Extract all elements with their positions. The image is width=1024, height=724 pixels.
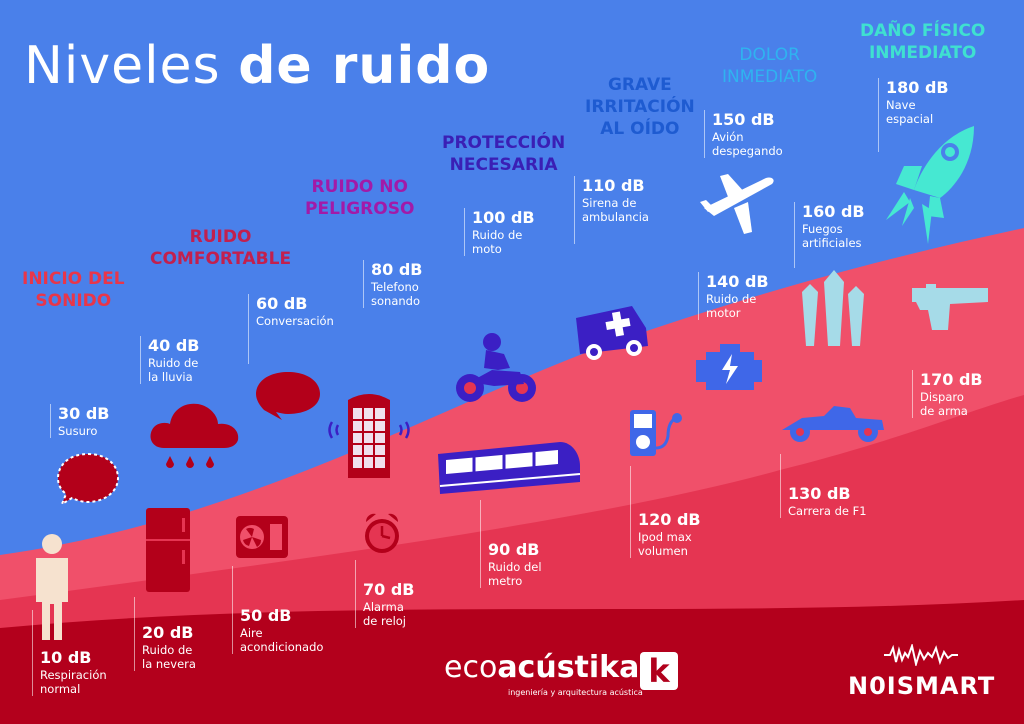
- rain-cloud-icon: [150, 403, 239, 468]
- level-160db: 160 dB Fuegos artificiales: [794, 202, 865, 268]
- whisper-bubble-icon: [56, 452, 120, 507]
- category-ruido-comfortable: RUIDO COMFORTABLE: [150, 227, 292, 269]
- ecoacustika-k-logo: k: [640, 652, 678, 690]
- level-20db: 20 dB Ruido de la nevera: [134, 597, 196, 671]
- level-140db: 140 dB Ruido de motor: [698, 272, 769, 320]
- fireworks-icon: [802, 270, 864, 346]
- ipod-icon: [630, 410, 682, 456]
- alarm-clock-icon: [365, 513, 399, 553]
- motorcycle-icon: [456, 333, 536, 402]
- category-ruido-no-peligroso: RUIDO NO PELIGROSO: [305, 177, 415, 219]
- level-130db: 130 dB Carrera de F1: [780, 454, 867, 518]
- level-170db: 170 dB Disparo de arma: [912, 370, 983, 418]
- level-100db: 100 dB Ruido de moto: [464, 208, 535, 256]
- level-70db: 70 dB Alarma de reloj: [355, 560, 414, 628]
- page-title: Niveles de ruido: [24, 36, 491, 96]
- pistol-icon: [912, 284, 988, 330]
- level-60db: 60 dB Conversación: [248, 294, 334, 364]
- airplane-icon: [700, 174, 774, 234]
- spaceship-rocket-icon: [886, 126, 974, 244]
- level-110db: 110 dB Sirena de ambulancia: [574, 176, 649, 244]
- level-120db: 120 dB Ipod max volumen: [630, 466, 701, 558]
- metro-train-icon: [438, 442, 581, 494]
- level-40db: 40 dB Ruido de la lluvia: [140, 336, 199, 384]
- category-grave-irritacion: GRAVE IRRITACIÓN AL OÍDO: [585, 75, 695, 139]
- conversation-bubble-icon: [256, 372, 320, 420]
- phone-booth-icon: [328, 394, 410, 478]
- noismart-logo: N0ISMART: [848, 672, 996, 700]
- category-proteccion-necesaria: PROTECCIÓN NECESARIA: [442, 133, 566, 175]
- level-180db: 180 dB Nave espacial: [878, 78, 949, 152]
- ambulance-icon: [576, 306, 648, 360]
- level-80db: 80 dB Telefono sonando: [363, 260, 422, 308]
- category-dolor-inmediato: DOLOR INMEDIATO: [722, 45, 818, 87]
- engine-icon: [696, 344, 762, 390]
- level-10db: 10 dB Respiración normal: [32, 610, 107, 696]
- level-150db: 150 dB Avión despegando: [704, 110, 783, 158]
- level-30db: 30 dB Susuro: [50, 404, 109, 438]
- person-breathing-icon: [36, 534, 68, 640]
- level-50db: 50 dB Aire acondicionado: [232, 566, 323, 654]
- f1-car-icon: [782, 406, 884, 442]
- soundwave-icon: [884, 644, 958, 666]
- ecoacustika-logo: ecoacústika ingeniería y arquitectura ac…: [444, 650, 643, 697]
- category-dano-fisico: DAÑO FÍSICO INMEDIATO: [860, 21, 986, 63]
- category-inicio-del-sonido: INICIO DEL SONIDO: [22, 269, 125, 311]
- level-90db: 90 dB Ruido del metro: [480, 500, 542, 588]
- air-conditioner-icon: [236, 516, 288, 558]
- fridge-icon: [146, 508, 190, 592]
